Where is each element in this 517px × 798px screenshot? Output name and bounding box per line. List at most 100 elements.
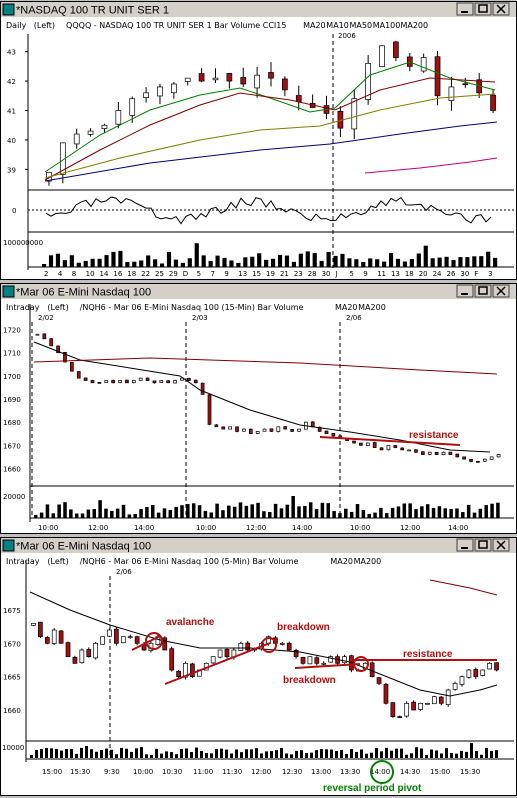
volume-bar bbox=[215, 503, 219, 518]
volume-bar bbox=[458, 257, 463, 267]
ma200-line bbox=[33, 357, 498, 375]
volume-bar bbox=[275, 750, 278, 758]
volume-bar bbox=[115, 508, 120, 518]
candle bbox=[42, 333, 47, 340]
volume-bar bbox=[34, 514, 38, 518]
minimize-button[interactable] bbox=[456, 2, 474, 16]
y-tick-label: 41 bbox=[7, 108, 16, 116]
candle bbox=[97, 382, 102, 384]
volume-bar bbox=[173, 259, 179, 267]
legend-item: (Left) bbox=[47, 557, 68, 566]
legend-item: Daily bbox=[6, 21, 27, 30]
volume-bar bbox=[496, 502, 500, 518]
volume-bar bbox=[145, 507, 149, 518]
volume-bar bbox=[295, 750, 298, 758]
candle bbox=[462, 456, 466, 460]
support-trendline bbox=[294, 663, 361, 669]
candle bbox=[72, 656, 78, 664]
volume-bar bbox=[390, 750, 393, 758]
ma20-line bbox=[29, 591, 498, 697]
volume-bar bbox=[425, 754, 428, 758]
volume-bar bbox=[120, 747, 123, 758]
x-tick-label: 30 bbox=[322, 270, 331, 278]
volume-bar bbox=[132, 261, 137, 267]
candle bbox=[44, 637, 50, 644]
volume-tick-label: 10000 bbox=[2, 744, 24, 752]
close-icon bbox=[496, 540, 506, 550]
x-tick-label: 25 bbox=[155, 270, 164, 278]
volume-bar bbox=[379, 507, 383, 518]
volume-bar bbox=[232, 506, 237, 518]
volume-bar bbox=[349, 511, 354, 518]
volume-bar bbox=[215, 749, 218, 758]
window-title: *Mar 06 E-Mini Nasdaq 100 bbox=[16, 541, 151, 553]
volume-bar bbox=[455, 508, 459, 518]
candle bbox=[83, 377, 88, 381]
volume-bar bbox=[450, 752, 453, 758]
y-tick-label: 40 bbox=[7, 137, 16, 145]
x-tick-label: 21 bbox=[280, 270, 289, 278]
candle bbox=[131, 380, 136, 384]
x-tick-label: 26 bbox=[446, 270, 455, 278]
legend: Intraday (Left) /NQH6 - Mar 06 E-Mini Nasd… bbox=[6, 557, 381, 566]
volume-bar bbox=[268, 512, 272, 518]
volume-bar bbox=[460, 750, 463, 758]
legend-item: MA200 bbox=[400, 21, 428, 30]
candle bbox=[297, 428, 301, 432]
candle bbox=[207, 394, 212, 425]
maximize-icon bbox=[478, 540, 488, 549]
volume-bar bbox=[291, 495, 295, 518]
volume-bar bbox=[139, 509, 143, 518]
volume-bar bbox=[229, 260, 234, 267]
x-tick-label: 14:30 bbox=[400, 768, 420, 776]
volume-bar bbox=[63, 502, 67, 518]
volume-bar bbox=[472, 512, 477, 518]
x-tick-label: 11:30 bbox=[222, 768, 242, 776]
candle bbox=[459, 676, 465, 685]
legend: Intraday (Left) /NQH6 - Mar 06 E-Mini Nasd… bbox=[6, 303, 386, 312]
x-tick-label: 2 bbox=[44, 270, 48, 278]
candle bbox=[324, 430, 329, 435]
candle bbox=[462, 83, 469, 86]
volume-bar bbox=[435, 750, 438, 758]
minimize-button[interactable] bbox=[456, 538, 474, 552]
candle bbox=[383, 683, 389, 704]
candle bbox=[438, 696, 444, 704]
volume-bar bbox=[235, 749, 238, 758]
x-tick-label: 5 bbox=[349, 270, 353, 278]
volume-bar bbox=[375, 259, 380, 267]
volume-bar bbox=[472, 256, 477, 267]
x-tick-label: 9 bbox=[224, 270, 228, 278]
legend-item: Intraday bbox=[6, 557, 40, 566]
candle bbox=[469, 459, 473, 462]
candle bbox=[138, 377, 143, 381]
candle bbox=[414, 449, 418, 453]
volume-bar bbox=[256, 502, 260, 518]
candle bbox=[104, 380, 109, 383]
volume-bar bbox=[45, 748, 48, 758]
volume-bar bbox=[335, 750, 338, 758]
volume-bar bbox=[479, 256, 484, 267]
year-marker: 2006 bbox=[338, 32, 356, 40]
volume-bar bbox=[60, 750, 63, 758]
x-tick-label: 10:00 bbox=[38, 524, 58, 532]
minimize-button[interactable] bbox=[456, 284, 474, 298]
volume-bar bbox=[385, 747, 388, 758]
volume-bar bbox=[69, 255, 74, 267]
candle bbox=[35, 333, 40, 336]
candle bbox=[159, 380, 164, 383]
x-tick-label: 30 bbox=[460, 270, 469, 278]
x-tick-label: 11:00 bbox=[193, 768, 213, 776]
candle bbox=[187, 377, 191, 381]
volume-bar bbox=[150, 754, 153, 758]
x-tick-label: J bbox=[334, 270, 337, 278]
x-tick-label: 9:30 bbox=[104, 768, 120, 776]
volume-bar bbox=[83, 260, 88, 267]
y-tick-label: 1710 bbox=[3, 350, 21, 358]
legend-item: (Left) bbox=[47, 303, 68, 312]
volume-bar bbox=[222, 257, 227, 267]
y-tick-label: 1675 bbox=[3, 607, 21, 615]
volume-bar bbox=[90, 749, 93, 758]
volume-bar bbox=[42, 263, 47, 267]
